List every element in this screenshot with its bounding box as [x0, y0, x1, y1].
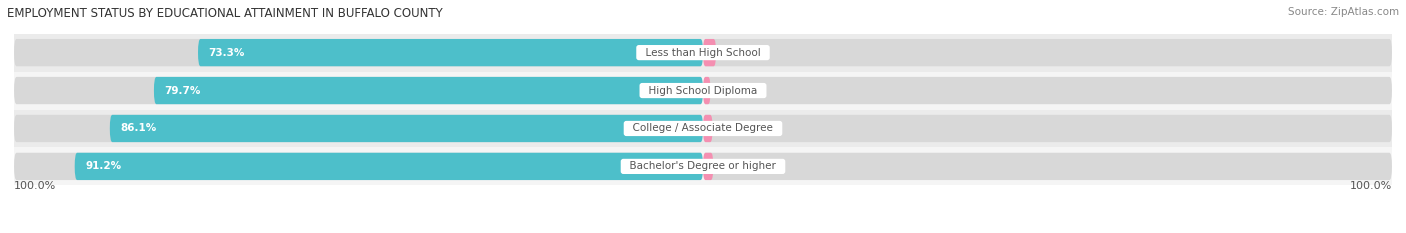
FancyBboxPatch shape	[703, 77, 710, 104]
Text: 1.5%: 1.5%	[718, 161, 748, 171]
FancyBboxPatch shape	[703, 153, 713, 180]
Text: 100.0%: 100.0%	[14, 181, 56, 191]
FancyBboxPatch shape	[75, 153, 703, 180]
FancyBboxPatch shape	[110, 115, 703, 142]
Text: 91.2%: 91.2%	[84, 161, 121, 171]
Text: High School Diploma: High School Diploma	[643, 86, 763, 96]
Text: 1.4%: 1.4%	[718, 123, 747, 134]
Text: College / Associate Degree: College / Associate Degree	[626, 123, 780, 134]
Bar	[14, 147, 1392, 185]
FancyBboxPatch shape	[703, 39, 1392, 66]
FancyBboxPatch shape	[14, 39, 703, 66]
FancyBboxPatch shape	[14, 153, 703, 180]
FancyBboxPatch shape	[703, 115, 1392, 142]
FancyBboxPatch shape	[153, 77, 703, 104]
FancyBboxPatch shape	[198, 39, 703, 66]
FancyBboxPatch shape	[703, 77, 1392, 104]
FancyBboxPatch shape	[14, 77, 703, 104]
Text: Bachelor's Degree or higher: Bachelor's Degree or higher	[623, 161, 783, 171]
Text: 1.9%: 1.9%	[721, 48, 751, 58]
Text: 1.1%: 1.1%	[716, 86, 745, 96]
Text: Source: ZipAtlas.com: Source: ZipAtlas.com	[1288, 7, 1399, 17]
FancyBboxPatch shape	[703, 39, 716, 66]
Bar	[14, 34, 1392, 72]
Text: 86.1%: 86.1%	[120, 123, 156, 134]
FancyBboxPatch shape	[703, 153, 1392, 180]
FancyBboxPatch shape	[703, 115, 713, 142]
Text: Less than High School: Less than High School	[638, 48, 768, 58]
FancyBboxPatch shape	[14, 115, 703, 142]
Text: 100.0%: 100.0%	[1350, 181, 1392, 191]
Bar	[14, 72, 1392, 110]
Text: 79.7%: 79.7%	[165, 86, 201, 96]
Text: 73.3%: 73.3%	[208, 48, 245, 58]
Bar	[14, 110, 1392, 147]
Text: EMPLOYMENT STATUS BY EDUCATIONAL ATTAINMENT IN BUFFALO COUNTY: EMPLOYMENT STATUS BY EDUCATIONAL ATTAINM…	[7, 7, 443, 20]
